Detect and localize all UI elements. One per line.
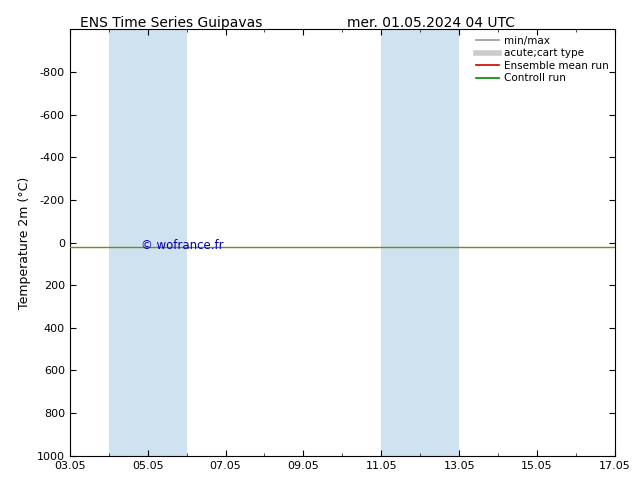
Y-axis label: Temperature 2m (°C): Temperature 2m (°C)	[18, 176, 31, 309]
Bar	[108, 29, 186, 456]
Text: mer. 01.05.2024 04 UTC: mer. 01.05.2024 04 UTC	[347, 16, 515, 30]
Text: © wofrance.fr: © wofrance.fr	[141, 239, 223, 252]
Text: ENS Time Series Guipavas: ENS Time Series Guipavas	[80, 16, 262, 30]
Bar	[381, 29, 459, 456]
Legend: min/max, acute;cart type, Ensemble mean run, Controll run: min/max, acute;cart type, Ensemble mean …	[472, 31, 613, 88]
